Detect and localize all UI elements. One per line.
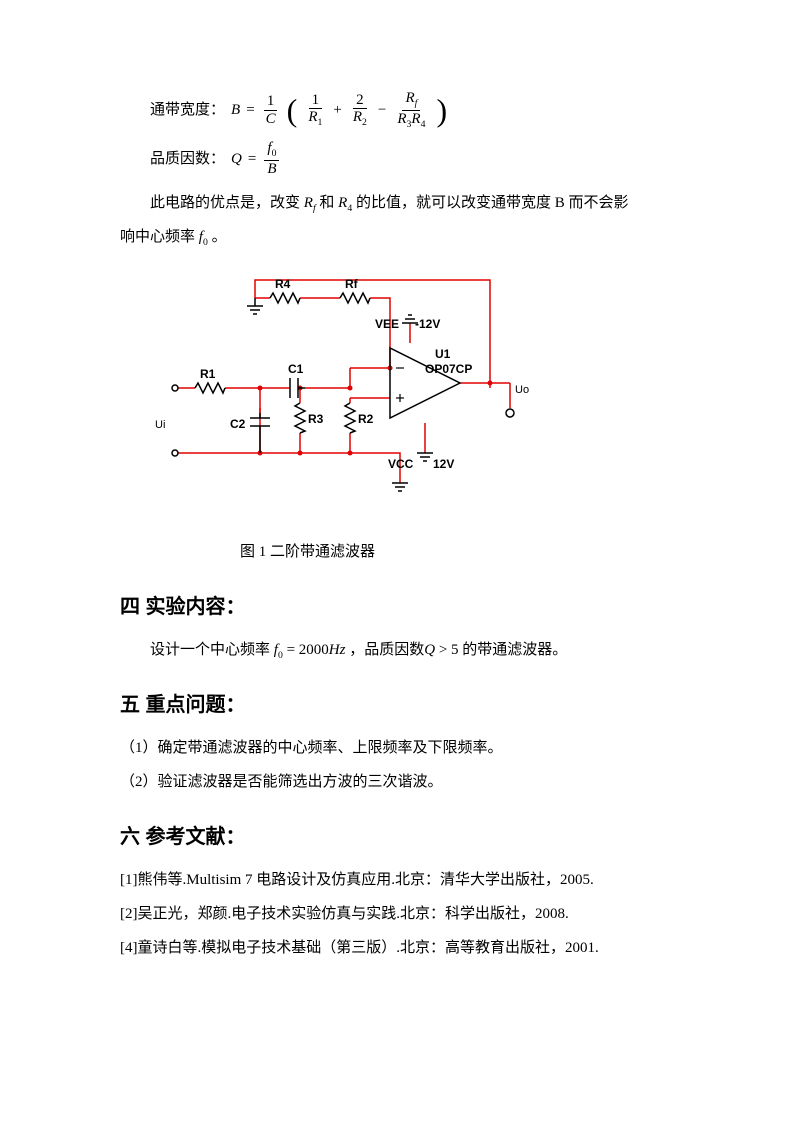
bandwidth-formula: 通带宽度： B = 1 C ( 1 R1 + 2 R2 − Rf R3R4 )	[150, 90, 690, 130]
text-a: 此电路的优点是，改变	[150, 195, 300, 211]
text-c: 的比值，就可以改变通带宽度 B 而不会影	[356, 195, 629, 211]
minus-1: −	[378, 95, 386, 125]
frac-RfR3R4: Rf R3R4	[394, 90, 428, 130]
page-content: 通带宽度： B = 1 C ( 1 R1 + 2 R2 − Rf R3R4 ) …	[0, 0, 800, 1027]
eq-sign: =	[246, 95, 254, 125]
q-val: > 5	[439, 642, 459, 658]
hz-unit: Hz	[329, 642, 346, 658]
label-C2: C2	[230, 417, 246, 431]
frac-1C: 1 C	[263, 93, 279, 127]
reference-1: [1]熊伟等.Multisim 7 电路设计及仿真应用.北京：清华大学出版社，2…	[120, 865, 690, 895]
label-R3: R3	[308, 412, 324, 426]
label-Rf: Rf	[345, 277, 359, 291]
sec5-item-2: （2）验证滤波器是否能筛选出方波的三次谐波。	[120, 767, 690, 797]
advantage-paragraph-2: 响中心频率 f0 。	[120, 222, 690, 253]
label-Uo: Uo	[515, 384, 529, 396]
sec4-c: 的带通滤波器。	[462, 642, 567, 658]
quality-factor-formula: 品质因数： Q = f0 B	[150, 140, 690, 177]
label-R2: R2	[358, 412, 374, 426]
var-Q-2: Q	[424, 642, 435, 658]
sec5-item-1: （1）确定带通滤波器的中心频率、上限频率及下限频率。	[120, 733, 690, 763]
label-VCC-val: 12V	[433, 457, 454, 471]
label-C1: C1	[288, 362, 304, 376]
frac-f0B: f0 B	[264, 140, 279, 177]
advantage-paragraph: 此电路的优点是，改变 Rf 和 R4 的比值，就可以改变通带宽度 B 而不会影	[120, 188, 690, 219]
reference-3: [4]童诗白等.模拟电子技术基础（第三版）.北京：高等教育出版社，2001.	[120, 933, 690, 963]
figure-caption: 图 1 二阶带通滤波器	[240, 537, 690, 567]
var-R4: R4	[338, 195, 352, 211]
bandwidth-label: 通带宽度：	[150, 95, 225, 125]
plus-1: +	[333, 95, 341, 125]
text-d: 响中心频率	[120, 229, 195, 245]
label-VCC: VCC	[388, 457, 414, 471]
quality-label: 品质因数：	[150, 144, 225, 174]
sec4-content: 设计一个中心频率 f0 = 2000Hz ，品质因数Q > 5 的带通滤波器。	[120, 635, 690, 666]
frac-2R2: 2 R2	[350, 92, 370, 129]
label-R1: R1	[200, 367, 216, 381]
label-chip: OP07CP	[425, 362, 472, 376]
sec4-b: ，品质因数	[349, 642, 424, 658]
heading-6: 六 参考文献：	[120, 817, 690, 857]
frac-1R1: 1 R1	[305, 92, 325, 129]
var-Q: Q	[231, 144, 242, 174]
text-b: 和	[319, 195, 334, 211]
var-B: B	[231, 95, 240, 125]
var-f0-2: f0	[274, 642, 283, 658]
text-e: 。	[212, 229, 227, 245]
label-R4: R4	[275, 277, 291, 291]
var-f0: f0	[199, 229, 208, 245]
label-Ui: Ui	[155, 419, 165, 431]
var-Rf: Rf	[304, 195, 316, 211]
label-U1: U1	[435, 347, 451, 361]
heading-5: 五 重点问题：	[120, 685, 690, 725]
circuit-svg: R4 Rf VEE -12V U1 OP07CP R1 C1 C2 R3 R2 …	[140, 268, 540, 518]
circuit-diagram: R4 Rf VEE -12V U1 OP07CP R1 C1 C2 R3 R2 …	[140, 268, 690, 529]
reference-2: [2]吴正光，郑颜.电子技术实验仿真与实践.北京：科学出版社，2008.	[120, 899, 690, 929]
f0-val: = 2000	[287, 642, 329, 658]
eq-sign-2: =	[248, 144, 256, 174]
label-VEE: VEE	[375, 317, 399, 331]
heading-4: 四 实验内容：	[120, 587, 690, 627]
label-VEE-val: -12V	[415, 317, 440, 331]
sec4-a: 设计一个中心频率	[150, 642, 270, 658]
